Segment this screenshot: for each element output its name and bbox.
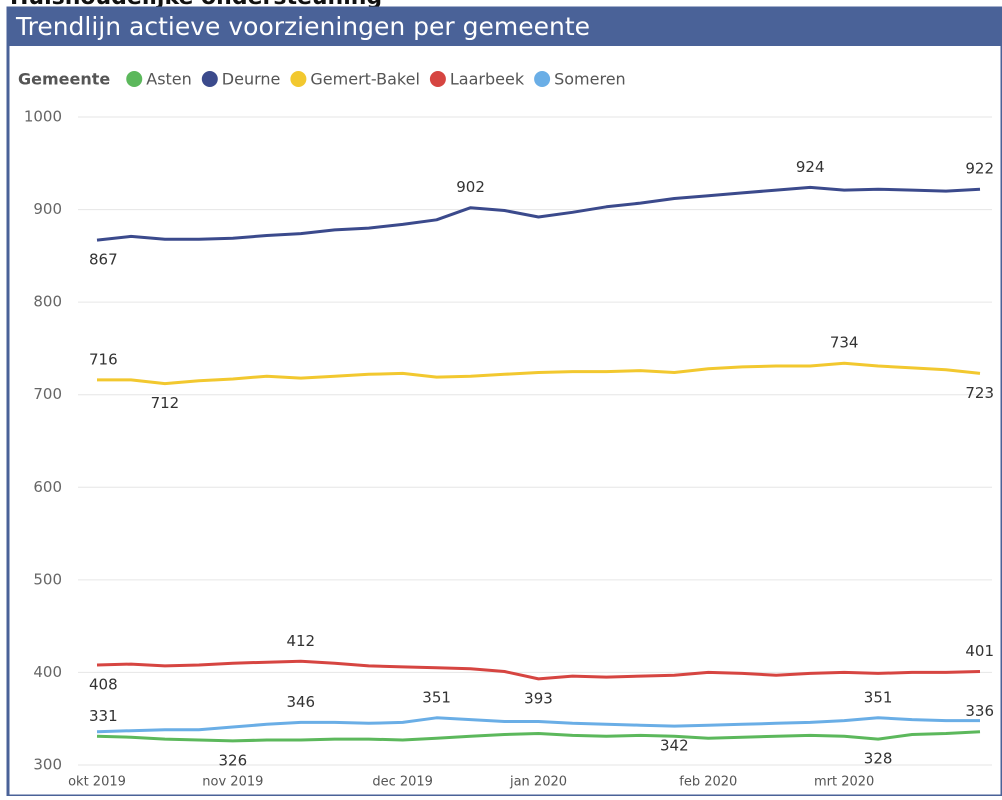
data-label: 393	[524, 689, 553, 707]
y-tick-label: 800	[33, 293, 62, 311]
chart-title: Trendlijn actieve voorzieningen per geme…	[15, 12, 590, 41]
y-tick-label: 600	[33, 478, 62, 496]
legend-title: Gemeente	[18, 70, 110, 89]
legend-label: Deurne	[222, 70, 281, 89]
x-tick-label: jan 2020	[509, 775, 567, 790]
data-label: 408	[89, 676, 118, 694]
data-label: 723	[965, 384, 994, 402]
series-line	[96, 716, 980, 734]
data-label: 412	[286, 632, 315, 650]
y-tick-label: 500	[33, 570, 62, 588]
data-label: 346	[286, 693, 315, 711]
data-label: 902	[456, 178, 485, 196]
series-line	[96, 185, 981, 242]
legend-label: Asten	[146, 70, 192, 89]
y-tick-label: 400	[33, 663, 62, 681]
legend-label: Gemert-Bakel	[310, 70, 420, 89]
y-tick-label: 900	[33, 200, 62, 218]
data-label: 716	[89, 350, 118, 368]
y-tick-label: 700	[33, 385, 62, 403]
legend-swatch	[429, 71, 446, 87]
x-tick-label: mrt 2020	[814, 775, 874, 790]
series-line	[96, 730, 981, 743]
title-bar	[8, 8, 1002, 46]
page-header: Huishoudelijke ondersteuning	[10, 0, 382, 10]
y-tick-label: 300	[33, 756, 62, 774]
data-label: 328	[864, 750, 893, 768]
legend-label: Laarbeek	[450, 70, 525, 89]
data-label: 351	[864, 688, 893, 706]
data-label: 326	[219, 751, 248, 769]
data-label: 924	[796, 158, 825, 176]
data-label: 342	[660, 737, 689, 755]
legend-swatch	[534, 71, 551, 87]
legend-swatch	[290, 71, 307, 87]
data-label: 351	[422, 688, 451, 706]
legend-swatch	[201, 71, 218, 87]
x-tick-label: okt 2019	[68, 775, 126, 790]
x-tick-label: nov 2019	[202, 775, 263, 790]
legend-label: Someren	[554, 70, 626, 89]
series-line	[97, 361, 981, 386]
y-tick-label: 1000	[24, 108, 62, 126]
data-label: 331	[89, 707, 118, 725]
x-tick-label: dec 2019	[372, 775, 433, 790]
legend-swatch	[126, 71, 143, 87]
x-tick-label: feb 2020	[679, 775, 737, 790]
data-label: 922	[965, 160, 994, 178]
series-line	[96, 659, 981, 681]
data-label: 336	[965, 702, 994, 720]
data-label: 401	[965, 642, 994, 660]
data-label: 712	[151, 394, 180, 412]
data-label: 867	[89, 251, 118, 269]
data-label: 734	[830, 334, 859, 352]
